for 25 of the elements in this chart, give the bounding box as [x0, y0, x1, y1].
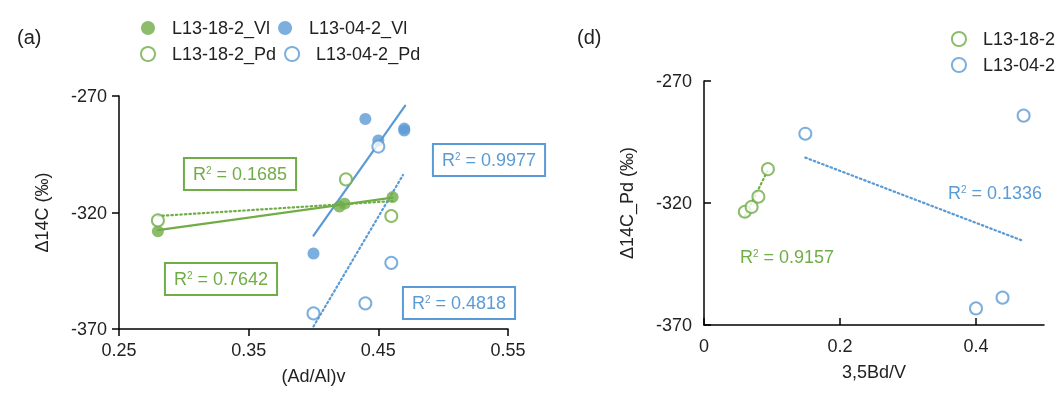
x-tick-label: 0.2	[827, 336, 853, 356]
x-tick-label: 0.4	[963, 336, 989, 356]
legend-label: L13-18-2	[982, 29, 1056, 49]
y-tick-label: -320	[70, 202, 107, 223]
y-axis-title: Δ14C_Pd (‰)	[617, 146, 638, 260]
x-tick-label: 0.25	[101, 340, 137, 360]
legend-label: L13-04-2_Vl	[309, 18, 408, 39]
chart-title: (a)	[17, 26, 42, 48]
y-tick-label: -370	[70, 319, 107, 339]
y-tick-label: -270	[70, 86, 107, 106]
legend-label: L13-18-2_Vl	[172, 18, 271, 39]
x-tick-label: 0.35	[231, 340, 267, 360]
legend-label: L13-18-2_Pd	[172, 44, 277, 65]
y-axis-title: Δ14C (‰)	[32, 172, 52, 253]
y-tick-label: -270	[655, 71, 692, 91]
x-tick-label: 0.45	[360, 340, 396, 360]
chart-title: (d)	[577, 26, 602, 48]
x-axis-title: 3,5Bd/V	[841, 362, 907, 382]
x-tick-label: 0	[698, 336, 710, 356]
legend-label: L13-04-2	[982, 55, 1056, 75]
y-tick-label: -370	[655, 315, 692, 335]
y-tick-label: -320	[655, 193, 692, 213]
x-axis-title: (Ad/Al)v	[281, 366, 346, 386]
legend-label: L13-04-2_Pd	[316, 44, 421, 65]
x-tick-label: 0.55	[490, 340, 526, 360]
